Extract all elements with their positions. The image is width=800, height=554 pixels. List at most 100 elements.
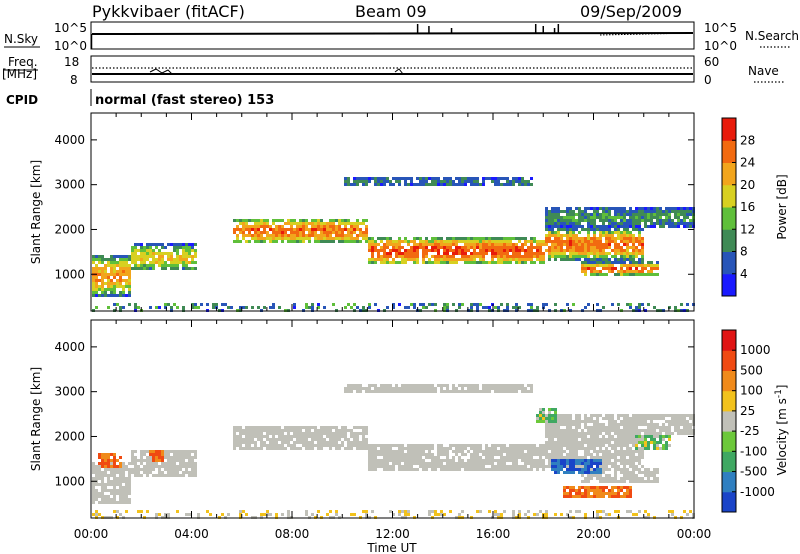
power-cell <box>572 231 575 234</box>
velocity-cell <box>581 471 584 474</box>
velocity-cell <box>587 432 590 435</box>
power-cell <box>452 249 455 252</box>
power-cell <box>353 222 356 225</box>
power-cell <box>596 270 599 273</box>
velocity-cell <box>617 426 620 429</box>
power-cell <box>485 306 488 309</box>
power-cell <box>665 213 668 216</box>
velocity-cell <box>509 453 512 456</box>
velocity-cell <box>596 441 599 444</box>
velocity-cell <box>593 495 596 498</box>
velocity-cell <box>152 462 155 465</box>
power-cell <box>458 258 461 261</box>
velocity-cell <box>398 462 401 465</box>
power-cell <box>341 222 344 225</box>
power-cell <box>128 276 131 279</box>
velocity-cell <box>605 462 608 465</box>
velocity-cell <box>641 450 644 453</box>
velocity-cell <box>251 432 254 435</box>
velocity-cell <box>614 459 617 462</box>
velocity-cell <box>332 432 335 435</box>
power-cell <box>578 231 581 234</box>
colorbar-tick-label: 100 <box>740 384 763 398</box>
power-cell <box>128 291 131 294</box>
power-cell <box>113 291 116 294</box>
velocity-cell <box>170 474 173 477</box>
power-cell <box>554 246 557 249</box>
velocity-cell <box>461 390 464 393</box>
velocity-cell <box>683 423 686 426</box>
power-cell <box>638 303 641 306</box>
power-cell <box>143 264 146 267</box>
power-cell <box>332 228 335 231</box>
velocity-cell <box>602 438 605 441</box>
power-cell <box>461 237 464 240</box>
velocity-cell <box>263 429 266 432</box>
power-cell <box>512 306 515 309</box>
power-cell <box>524 258 527 261</box>
velocity-cell <box>245 435 248 438</box>
power-cell <box>140 255 143 258</box>
power-cell <box>287 234 290 237</box>
power-cell <box>344 228 347 231</box>
power-cell <box>482 183 485 186</box>
power-cell <box>635 222 638 225</box>
power-cell <box>437 255 440 258</box>
velocity-cell <box>137 468 140 471</box>
power-cell <box>140 267 143 270</box>
power-cell <box>599 213 602 216</box>
velocity-cell <box>635 444 638 447</box>
velocity-cell <box>413 450 416 453</box>
power-cell <box>506 258 509 261</box>
velocity-cell <box>98 483 101 486</box>
velocity-cell <box>662 444 665 447</box>
velocity-cell <box>101 486 104 489</box>
velocity-cell <box>614 456 617 459</box>
velocity-cell <box>614 438 617 441</box>
velocity-cell <box>356 390 359 393</box>
power-cell <box>446 243 449 246</box>
velocity-cell <box>314 426 317 429</box>
velocity-cell <box>485 456 488 459</box>
velocity-cell <box>599 480 602 483</box>
power-cell <box>458 240 461 243</box>
velocity-cell <box>521 447 524 450</box>
velocity-cell <box>137 474 140 477</box>
power-cell <box>332 231 335 234</box>
power-cell <box>419 237 422 240</box>
power-cell <box>623 249 626 252</box>
velocity-cell <box>479 510 482 513</box>
velocity-cell <box>530 465 533 468</box>
power-cell <box>461 249 464 252</box>
velocity-cell <box>95 495 98 498</box>
velocity-cell <box>584 414 587 417</box>
velocity-cell <box>440 390 443 393</box>
velocity-cell <box>491 456 494 459</box>
colorbar-swatch <box>722 451 736 473</box>
velocity-cell <box>548 465 551 468</box>
velocity-cell <box>461 510 464 513</box>
velocity-cell <box>371 453 374 456</box>
power-cell <box>158 255 161 258</box>
velocity-cell <box>164 453 167 456</box>
velocity-cell <box>548 420 551 423</box>
velocity-cell <box>614 477 617 480</box>
velocity-cell <box>110 462 113 465</box>
velocity-cell <box>461 453 464 456</box>
velocity-cell <box>674 423 677 426</box>
power-cell <box>398 243 401 246</box>
power-cell <box>611 303 614 306</box>
velocity-cell <box>173 450 176 453</box>
velocity-cell <box>626 468 629 471</box>
velocity-cell <box>326 429 329 432</box>
radar-name-title: Pykkvibaer (fitACF) <box>92 2 245 21</box>
velocity-cell <box>443 390 446 393</box>
power-cell <box>248 225 251 228</box>
velocity-cell <box>641 423 644 426</box>
velocity-cell <box>335 510 338 513</box>
power-cell <box>101 282 104 285</box>
velocity-cell <box>317 438 320 441</box>
velocity-cell <box>635 441 638 444</box>
power-cell <box>311 231 314 234</box>
velocity-cell <box>512 462 515 465</box>
